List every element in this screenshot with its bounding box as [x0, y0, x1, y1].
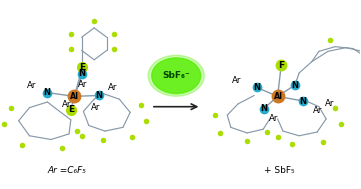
Text: N: N [78, 69, 86, 78]
Text: Ar =C₆F₅: Ar =C₆F₅ [48, 166, 87, 175]
Text: + SbF₅: + SbF₅ [264, 166, 295, 175]
Text: Ar: Ar [231, 76, 241, 85]
Text: Ar: Ar [313, 106, 322, 115]
Ellipse shape [152, 58, 201, 94]
Text: E: E [68, 105, 74, 114]
Text: Al: Al [70, 92, 79, 101]
Text: N: N [291, 81, 298, 90]
Text: N: N [44, 88, 51, 97]
Text: Ar: Ar [62, 100, 71, 109]
Text: N: N [300, 97, 306, 106]
Text: N: N [95, 91, 102, 100]
Text: N: N [253, 83, 260, 92]
Text: Ar: Ar [108, 83, 117, 92]
Ellipse shape [148, 55, 204, 96]
Text: N: N [260, 104, 267, 113]
Text: SbF₆⁻: SbF₆⁻ [162, 71, 190, 80]
Text: Ar: Ar [325, 99, 334, 108]
Text: E: E [80, 63, 86, 72]
Text: Ar: Ar [27, 81, 36, 90]
Text: Ar: Ar [91, 103, 101, 112]
Text: Ar: Ar [269, 114, 279, 123]
Text: Ar: Ar [78, 80, 87, 89]
Text: F: F [278, 61, 284, 70]
Text: Al: Al [273, 92, 282, 101]
